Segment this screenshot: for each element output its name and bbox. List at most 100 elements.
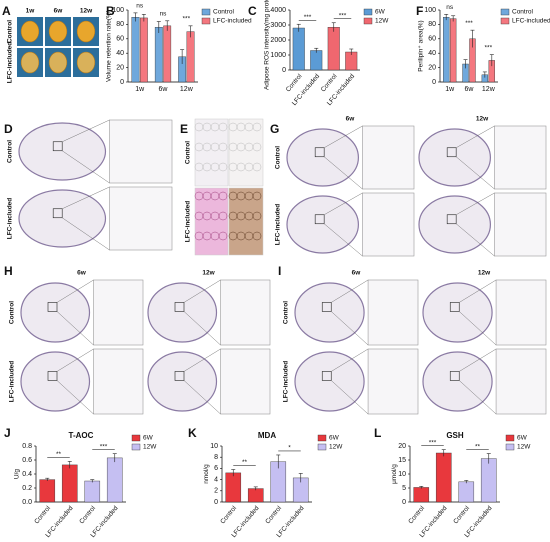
legend-swatch <box>363 8 373 16</box>
zoom-connector <box>56 311 94 346</box>
bar <box>247 488 264 503</box>
cell-texture <box>218 211 228 221</box>
zoom-connector <box>183 348 221 372</box>
panel-letter: K <box>188 426 197 440</box>
y-tick-label: 6 <box>214 465 218 472</box>
y-tick-label: 40 <box>116 50 124 57</box>
y-tick-label: 5 <box>402 485 406 492</box>
zoom-connector <box>331 311 369 346</box>
chart-title: GSH <box>446 431 464 440</box>
y-tick-label: 60 <box>116 36 124 43</box>
legend-swatch <box>500 8 510 16</box>
y-axis-label: Volume retention rate(%) <box>105 10 112 82</box>
legend-swatch <box>131 434 141 442</box>
zoom-view <box>495 348 547 415</box>
cell-texture <box>218 122 228 132</box>
tissue-section <box>294 282 365 343</box>
significance-label: * <box>288 445 291 452</box>
bar <box>186 31 195 83</box>
legend-label: 6W <box>143 435 154 442</box>
zoom-connector <box>324 156 363 190</box>
legend-label: 12W <box>329 444 343 451</box>
legend-label: 6W <box>517 435 528 442</box>
row-label: Control <box>275 146 282 169</box>
panel-letter: J <box>4 426 11 440</box>
y-tick-label: 100 <box>112 7 124 14</box>
zoom-connector <box>56 380 94 415</box>
zoom-connector <box>459 279 497 303</box>
tissue-sample <box>76 51 96 74</box>
y-axis-label: Adipose ROS intensity(mg protein) <box>264 0 271 90</box>
zoom-view <box>93 279 144 346</box>
y-tick-label: 0.2 <box>22 485 32 492</box>
tissue-sample <box>48 20 68 43</box>
micrograph <box>194 118 229 187</box>
bar <box>163 25 172 83</box>
x-tick-label: 6w <box>159 86 169 93</box>
tissue-section <box>20 282 91 343</box>
bar <box>106 457 123 503</box>
significance-label: *** <box>183 16 191 23</box>
x-tick-label: 6w <box>465 86 475 93</box>
row-label: Control <box>9 301 16 324</box>
legend-swatch <box>317 443 327 451</box>
y-tick-label: 0.6 <box>22 457 32 464</box>
zoom-connector <box>324 223 363 257</box>
row-label: LFC-included <box>185 201 192 243</box>
legend-label: 6W <box>375 9 386 16</box>
zoom-connector <box>459 311 497 346</box>
y-tick-label: 0 <box>402 499 406 506</box>
y-tick-label: 15 <box>398 457 406 464</box>
cell-texture <box>218 191 228 201</box>
zoom-view <box>109 186 173 251</box>
y-axis-label: nmol/g <box>203 464 210 484</box>
tissue-section <box>418 128 492 187</box>
legend-label: LFC-included <box>512 18 550 25</box>
row-label: LFC-included <box>283 361 290 403</box>
micrograph <box>228 187 264 256</box>
zoom-connector <box>459 380 497 415</box>
bar <box>292 27 305 71</box>
y-tick-label: 3000 <box>270 22 286 29</box>
legend-swatch <box>363 17 373 25</box>
zoom-connector <box>62 217 110 251</box>
x-tick-label: Control <box>78 504 97 525</box>
row-label: LFC-included <box>275 204 282 246</box>
zoom-connector <box>324 125 363 148</box>
roi-box <box>449 371 460 381</box>
legend-swatch <box>500 17 510 25</box>
roi-box <box>174 302 185 312</box>
tissue-sample <box>48 51 68 74</box>
chart-title: T-AOC <box>69 431 94 440</box>
y-tick-label: 10 <box>398 471 406 478</box>
legend-swatch <box>505 443 515 451</box>
cell-texture <box>252 162 262 172</box>
bar <box>327 27 340 71</box>
bar <box>139 17 148 83</box>
zoom-connector <box>456 125 495 148</box>
legend-label: 6W <box>329 435 340 442</box>
zoom-connector <box>62 150 110 184</box>
zoom-connector <box>456 223 495 257</box>
significance-label: ns <box>160 11 168 18</box>
panel-letter: L <box>374 426 381 440</box>
y-tick-label: 80 <box>116 21 124 28</box>
cell-texture <box>252 231 262 241</box>
cell-texture <box>218 231 228 241</box>
bar <box>413 487 430 503</box>
y-tick-label: 4000 <box>270 7 286 14</box>
panel-letter: E <box>180 122 188 136</box>
legend-swatch <box>317 434 327 442</box>
roi-box <box>174 371 185 381</box>
zoom-view <box>367 348 419 415</box>
y-tick-label: 4 <box>214 476 218 483</box>
panel-letter: I <box>278 264 281 278</box>
row-label: Control <box>185 141 192 164</box>
cell-texture <box>252 142 262 152</box>
bar <box>84 480 101 503</box>
zoom-connector <box>331 279 369 303</box>
legend-swatch <box>201 8 211 16</box>
roi-box <box>314 147 325 158</box>
significance-label: ns <box>136 3 144 10</box>
